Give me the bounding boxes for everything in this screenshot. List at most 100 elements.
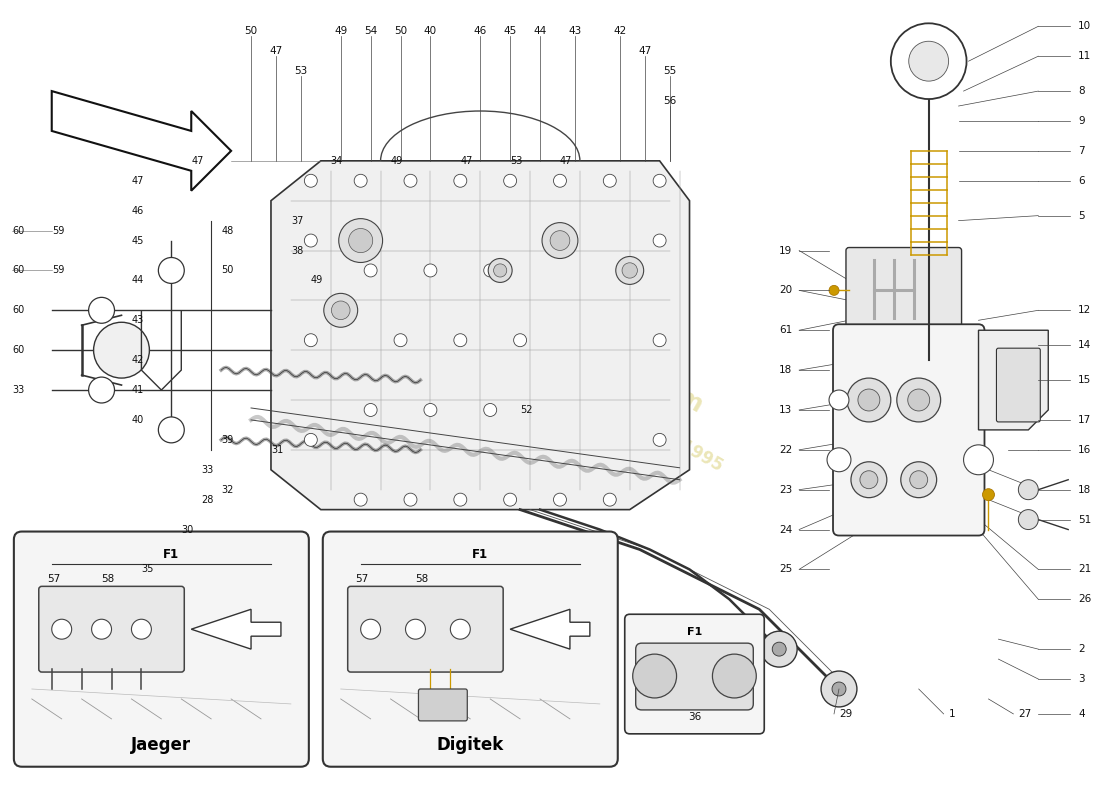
FancyBboxPatch shape bbox=[418, 689, 468, 721]
Text: 39: 39 bbox=[221, 435, 233, 445]
Circle shape bbox=[454, 174, 466, 187]
Circle shape bbox=[829, 390, 849, 410]
Text: 37: 37 bbox=[290, 216, 304, 226]
Text: 44: 44 bbox=[132, 275, 144, 286]
Circle shape bbox=[52, 619, 72, 639]
Text: 48: 48 bbox=[221, 226, 233, 235]
Text: 51: 51 bbox=[1078, 514, 1091, 525]
Text: 47: 47 bbox=[460, 156, 473, 166]
Text: 53: 53 bbox=[294, 66, 308, 76]
Circle shape bbox=[132, 619, 152, 639]
Text: 42: 42 bbox=[613, 26, 626, 36]
Circle shape bbox=[832, 682, 846, 696]
Circle shape bbox=[858, 389, 880, 411]
Circle shape bbox=[305, 434, 317, 446]
Text: 27: 27 bbox=[1019, 709, 1032, 719]
Circle shape bbox=[354, 174, 367, 187]
Circle shape bbox=[450, 619, 471, 639]
Circle shape bbox=[323, 294, 358, 327]
Text: 16: 16 bbox=[1078, 445, 1091, 455]
Text: 23: 23 bbox=[779, 485, 792, 494]
Text: 58: 58 bbox=[101, 574, 114, 584]
Text: 21: 21 bbox=[1078, 565, 1091, 574]
Circle shape bbox=[339, 218, 383, 262]
Circle shape bbox=[494, 264, 507, 277]
Polygon shape bbox=[191, 610, 280, 649]
Text: 58: 58 bbox=[416, 574, 429, 584]
Circle shape bbox=[1019, 510, 1038, 530]
Circle shape bbox=[404, 174, 417, 187]
Text: 61: 61 bbox=[779, 326, 792, 335]
Text: 33: 33 bbox=[201, 465, 213, 474]
FancyBboxPatch shape bbox=[348, 586, 503, 672]
Text: Jaeger: Jaeger bbox=[131, 736, 191, 754]
Circle shape bbox=[542, 222, 578, 258]
FancyBboxPatch shape bbox=[39, 586, 185, 672]
Text: 29: 29 bbox=[839, 709, 853, 719]
Text: 56: 56 bbox=[663, 96, 676, 106]
Circle shape bbox=[504, 174, 517, 187]
Circle shape bbox=[158, 258, 185, 283]
Text: Digitek: Digitek bbox=[437, 736, 504, 754]
Text: 60: 60 bbox=[12, 306, 24, 315]
FancyBboxPatch shape bbox=[997, 348, 1041, 422]
Text: 28: 28 bbox=[201, 494, 213, 505]
Text: F1: F1 bbox=[163, 548, 179, 561]
Text: 22: 22 bbox=[779, 445, 792, 455]
Text: 4: 4 bbox=[1078, 709, 1085, 719]
Text: 57: 57 bbox=[47, 574, 60, 584]
Text: 59: 59 bbox=[52, 226, 64, 235]
Circle shape bbox=[504, 493, 517, 506]
Circle shape bbox=[910, 470, 927, 489]
Text: 38: 38 bbox=[290, 246, 304, 255]
Circle shape bbox=[404, 493, 417, 506]
Circle shape bbox=[514, 334, 527, 346]
Circle shape bbox=[364, 264, 377, 277]
FancyBboxPatch shape bbox=[625, 614, 764, 734]
Text: 7: 7 bbox=[1078, 146, 1085, 156]
Text: F1: F1 bbox=[472, 548, 488, 561]
Text: 49: 49 bbox=[334, 26, 348, 36]
Circle shape bbox=[484, 264, 497, 277]
Text: 13: 13 bbox=[779, 405, 792, 415]
Circle shape bbox=[89, 298, 114, 323]
Circle shape bbox=[354, 493, 367, 506]
Text: 59: 59 bbox=[52, 266, 64, 275]
Text: 11: 11 bbox=[1078, 51, 1091, 61]
Text: 47: 47 bbox=[560, 156, 572, 166]
Circle shape bbox=[424, 264, 437, 277]
Text: 47: 47 bbox=[132, 176, 144, 186]
Text: 42: 42 bbox=[132, 355, 144, 365]
Circle shape bbox=[488, 258, 513, 282]
Text: 54: 54 bbox=[364, 26, 377, 36]
Circle shape bbox=[761, 631, 798, 667]
Circle shape bbox=[553, 174, 566, 187]
Circle shape bbox=[331, 301, 350, 320]
Polygon shape bbox=[271, 161, 690, 510]
Circle shape bbox=[908, 389, 930, 411]
Circle shape bbox=[361, 619, 381, 639]
FancyBboxPatch shape bbox=[846, 247, 961, 334]
Circle shape bbox=[713, 654, 757, 698]
Text: caFparts.com: caFparts.com bbox=[531, 302, 708, 418]
Circle shape bbox=[621, 262, 637, 278]
Text: 15: 15 bbox=[1078, 375, 1091, 385]
Text: 31: 31 bbox=[271, 445, 283, 455]
Text: 34: 34 bbox=[331, 156, 343, 166]
Circle shape bbox=[821, 671, 857, 707]
Circle shape bbox=[909, 42, 948, 81]
FancyBboxPatch shape bbox=[636, 643, 754, 710]
Circle shape bbox=[305, 174, 317, 187]
Text: 46: 46 bbox=[474, 26, 487, 36]
Text: 45: 45 bbox=[504, 26, 517, 36]
Text: 19: 19 bbox=[779, 246, 792, 255]
Circle shape bbox=[632, 654, 676, 698]
Text: 49: 49 bbox=[311, 275, 323, 286]
Text: 5: 5 bbox=[1078, 210, 1085, 221]
Circle shape bbox=[891, 23, 967, 99]
Circle shape bbox=[158, 417, 185, 443]
Circle shape bbox=[851, 462, 887, 498]
Circle shape bbox=[653, 334, 667, 346]
FancyBboxPatch shape bbox=[322, 531, 618, 766]
Text: 18: 18 bbox=[1078, 485, 1091, 494]
